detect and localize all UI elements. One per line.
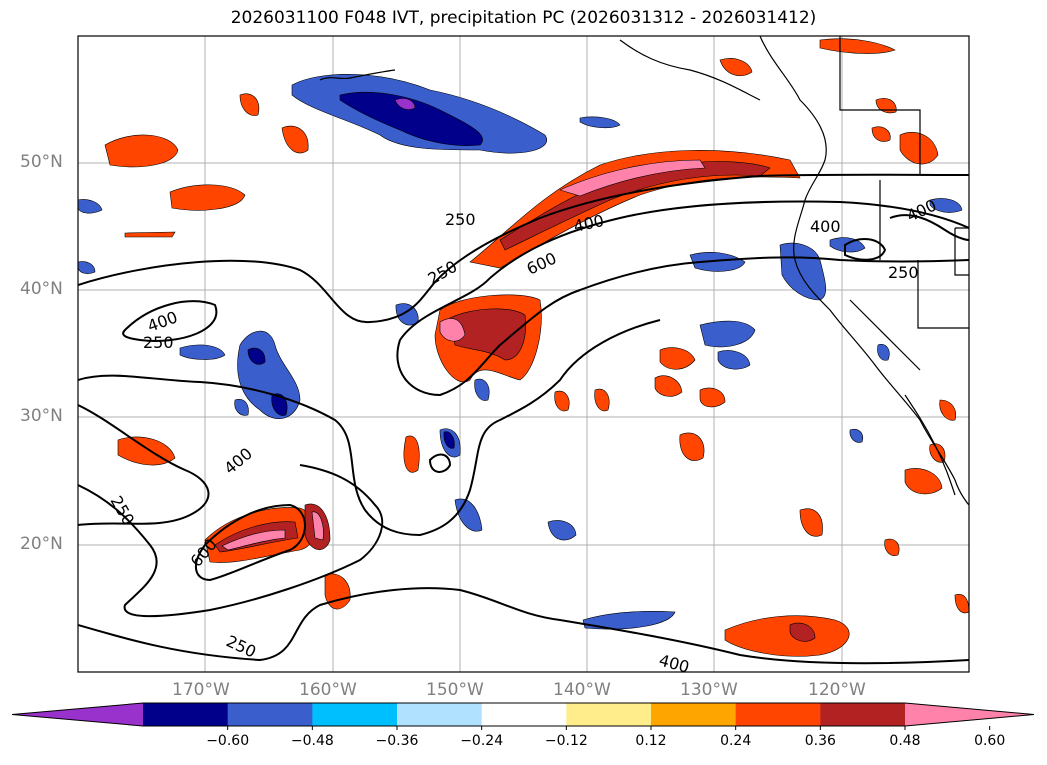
- coastline: [319, 36, 969, 506]
- lat-label-40: 40°N: [20, 279, 63, 299]
- contour-label: 400: [657, 651, 691, 677]
- map-frame: [77, 35, 970, 673]
- lat-label-20: 20°N: [20, 534, 63, 554]
- colorbar-bin: [566, 703, 652, 726]
- colorbar-tick-label: −0.36: [375, 733, 419, 749]
- lon-label-150w: 150°W: [426, 680, 484, 700]
- precip-negative-regions: [78, 74, 963, 630]
- colorbar-tick-label: −0.24: [460, 733, 504, 749]
- colorbar-bin: [735, 703, 821, 726]
- colorbar-bin: [143, 703, 229, 726]
- colorbar-tick-label: 0.48: [889, 733, 921, 749]
- lon-label-160w: 160°W: [299, 680, 357, 700]
- contour-label: 250: [425, 257, 461, 289]
- colorbar-bin: [481, 703, 567, 726]
- colorbar-tick-label: 0.36: [804, 733, 836, 749]
- colorbar-outline: [11, 702, 1035, 727]
- colorbar: [11, 702, 1035, 730]
- colorbar-extend-low: [12, 703, 143, 726]
- lon-label-130w: 130°W: [680, 680, 738, 700]
- colorbar-bin: [820, 703, 906, 726]
- colorbar-tick-label: −0.48: [290, 733, 334, 749]
- colorbar-tick-label: 0.24: [720, 733, 752, 749]
- ivt-contours: [78, 173, 969, 665]
- lon-label-140w: 140°W: [553, 680, 611, 700]
- contour-label: 250: [888, 263, 919, 282]
- contour-label: 600: [524, 248, 560, 278]
- colorbar-extend-high: [905, 703, 1034, 726]
- colorbar-tick-label: −0.12: [544, 733, 588, 749]
- contour-label: 400: [810, 217, 841, 236]
- contour-label: 250: [143, 333, 174, 352]
- contour-label: 250: [445, 210, 476, 229]
- colorbar-bin: [397, 703, 483, 726]
- precip-positive-regions: [104, 38, 969, 657]
- lat-label-50: 50°N: [20, 152, 63, 172]
- colorbar-tick-label: −0.60: [206, 733, 250, 749]
- lon-label-170w: 170°W: [172, 680, 230, 700]
- lat-label-30: 30°N: [20, 406, 63, 426]
- colorbar-tick-label: 0.60: [974, 733, 1006, 749]
- lon-label-120w: 120°W: [808, 680, 866, 700]
- contour-label: 400: [220, 444, 256, 478]
- colorbar-bin: [312, 703, 398, 726]
- colorbar-bin: [651, 703, 737, 726]
- colorbar-tick-label: 0.12: [635, 733, 667, 749]
- colorbar-bin: [227, 703, 313, 726]
- map-title: 2026031100 F048 IVT, precipitation PC (2…: [230, 8, 817, 28]
